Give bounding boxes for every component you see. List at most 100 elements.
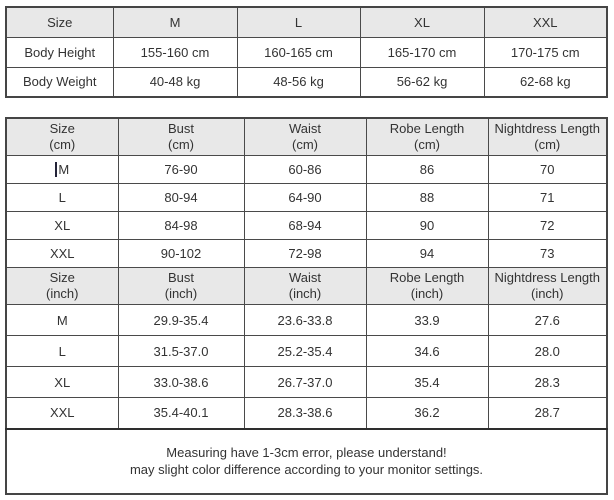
table-cell: 68-94 [243, 211, 367, 240]
table-cell: 165-170 cm [359, 36, 485, 68]
table-cell: 64-90 [243, 183, 367, 212]
size-label-cell: M [5, 155, 119, 184]
table-cell: 80-94 [117, 183, 245, 212]
size-inch-header-cell: Size (inch) [5, 267, 119, 305]
cm-row-xxl: XXL 90-102 72-98 94 73 [5, 239, 608, 268]
table-cell: 155-160 cm [112, 36, 238, 68]
table-cell: 72 [487, 211, 608, 240]
table-cell: 62-68 kg [483, 66, 608, 98]
size-m-header-cell: M [112, 6, 238, 38]
table-cell: 160-165 cm [236, 36, 361, 68]
table-cell: 28.0 [487, 335, 608, 367]
table-cell: 84-98 [117, 211, 245, 240]
header-label: Waist [288, 270, 322, 285]
table-cell: 56-62 kg [359, 66, 485, 98]
row-label-cell: Body Weight [5, 66, 114, 98]
measuring-note-line2: may slight color difference according to… [129, 462, 484, 477]
header-label: Waist [288, 121, 322, 136]
table-cell: 71 [487, 183, 608, 212]
table-cell: 31.5-37.0 [117, 335, 245, 367]
cm-row-m: M 76-90 60-86 86 70 [5, 155, 608, 184]
table-cell: 72-98 [243, 239, 367, 268]
waist-cm-header-cell: Waist (cm) [243, 117, 367, 156]
header-unit: (cm) [414, 137, 440, 152]
header-label: Bust [167, 270, 194, 285]
size-label-cell: XL [5, 211, 119, 240]
table-cell: 33.9 [365, 304, 489, 336]
size-label-cell: M [5, 304, 119, 336]
header-label: Nightdress Length [494, 121, 600, 136]
table-cell: 88 [365, 183, 489, 212]
size-label-cell: L [5, 183, 119, 212]
robe-length-cm-header-cell: Robe Length (cm) [365, 117, 489, 156]
table-cell: 26.7-37.0 [243, 366, 367, 398]
table-cell: 90-102 [117, 239, 245, 268]
table-cell: 23.6-33.8 [243, 304, 367, 336]
table-cell: 76-90 [117, 155, 245, 184]
table-cell: 36.2 [365, 397, 489, 429]
body-height-row: Body Height 155-160 cm 160-165 cm 165-17… [5, 36, 608, 68]
robe-length-inch-header-cell: Robe Length (inch) [365, 267, 489, 305]
table-cell: 94 [365, 239, 489, 268]
size-label-cell: XXL [5, 239, 119, 268]
table-cell: 86 [365, 155, 489, 184]
table-cell: 73 [487, 239, 608, 268]
header-label: Bust [167, 121, 194, 136]
inch-row-l: L 31.5-37.0 25.2-35.4 34.6 28.0 [5, 335, 608, 367]
size-label-cell: XXL [5, 397, 119, 429]
table-cell: 35.4 [365, 366, 489, 398]
nightdress-length-inch-header-cell: Nightdress Length (inch) [487, 267, 608, 305]
cm-row-l: L 80-94 64-90 88 71 [5, 183, 608, 212]
header-unit: (inch) [530, 286, 564, 301]
size-label: M [58, 162, 70, 177]
body-size-table: Size M L XL XXL Body Height 155-160 cm 1… [5, 6, 608, 98]
header-unit: (inch) [164, 286, 198, 301]
table-cell: 35.4-40.1 [117, 397, 245, 429]
measuring-note-cell: Measuring have 1-3cm error, please under… [5, 427, 608, 494]
table-cell: 40-48 kg [112, 66, 238, 98]
table-cell: 48-56 kg [236, 66, 361, 98]
bust-inch-header-cell: Bust (inch) [117, 267, 245, 305]
header-label: Size [49, 121, 75, 136]
table-cell: 28.3-38.6 [243, 397, 367, 429]
table-cell: 70 [487, 155, 608, 184]
size-header-cell: Size [5, 6, 114, 38]
header-label: Robe Length [389, 270, 465, 285]
inch-row-xl: XL 33.0-38.6 26.7-37.0 35.4 28.3 [5, 366, 608, 398]
header-unit: (cm) [49, 137, 76, 152]
measuring-note-line1: Measuring have 1-3cm error, please under… [166, 445, 447, 460]
size-cm-header-cell: Size (cm) [5, 117, 119, 156]
row-label-cell: Body Height [5, 36, 114, 68]
header-unit: (cm) [168, 137, 194, 152]
size-label-cell: L [5, 335, 119, 367]
inch-row-xxl: XXL 35.4-40.1 28.3-38.6 36.2 28.7 [5, 397, 608, 429]
waist-inch-header-cell: Waist (inch) [243, 267, 367, 305]
header-unit: (inch) [45, 286, 79, 301]
size-xl-header-cell: XL [359, 6, 485, 38]
table-cell: 25.2-35.4 [243, 335, 367, 367]
size-l-header-cell: L [236, 6, 361, 38]
header-label: Size [49, 270, 75, 285]
header-label: Nightdress Length [494, 270, 600, 285]
table-cell: 28.3 [487, 366, 608, 398]
table-cell: 170-175 cm [483, 36, 608, 68]
size-label-cell: XL [5, 366, 119, 398]
header-unit: (cm) [292, 137, 318, 152]
body-weight-row: Body Weight 40-48 kg 48-56 kg 56-62 kg 6… [5, 66, 608, 98]
size-xxl-header-cell: XXL [483, 6, 608, 38]
table-cell: 34.6 [365, 335, 489, 367]
cm-row-xl: XL 84-98 68-94 90 72 [5, 211, 608, 240]
header-label: Robe Length [389, 121, 465, 136]
header-unit: (inch) [410, 286, 444, 301]
table-cell: 29.9-35.4 [117, 304, 245, 336]
cm-header-row: Size (cm) Bust (cm) Waist (cm) Robe Leng… [5, 117, 608, 156]
table-cell: 90 [365, 211, 489, 240]
body-size-header-row: Size M L XL XXL [5, 6, 608, 38]
inch-row-m: M 29.9-35.4 23.6-33.8 33.9 27.6 [5, 304, 608, 336]
table-cell: 28.7 [487, 397, 608, 429]
header-unit: (inch) [288, 286, 322, 301]
table-cell: 33.0-38.6 [117, 366, 245, 398]
bust-cm-header-cell: Bust (cm) [117, 117, 245, 156]
measuring-note-row: Measuring have 1-3cm error, please under… [5, 427, 608, 494]
